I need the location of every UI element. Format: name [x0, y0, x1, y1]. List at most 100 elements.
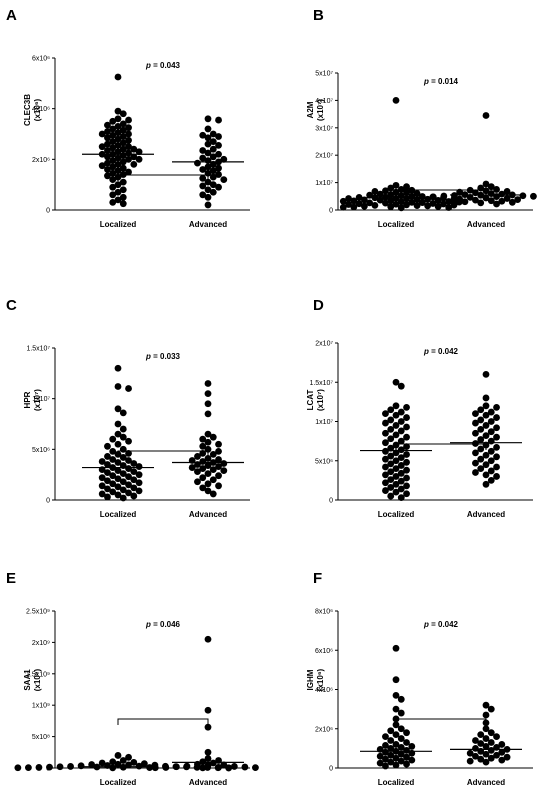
data-point [199, 154, 207, 162]
data-point [387, 444, 395, 452]
data-point [397, 709, 405, 717]
data-point [119, 110, 127, 118]
data-point [109, 138, 117, 146]
data-point [387, 184, 395, 192]
data-point [403, 189, 410, 197]
data-point [162, 764, 170, 771]
data-point [477, 445, 485, 453]
data-point [482, 394, 490, 402]
y-tick-label: 1x10⁷ [315, 180, 333, 187]
data-point [109, 125, 117, 133]
data-point [397, 462, 405, 469]
data-point [114, 405, 122, 413]
data-point [130, 460, 138, 467]
data-point [493, 200, 500, 208]
data-point [215, 440, 222, 448]
data-point [403, 201, 410, 209]
y-axis-title: A2M [306, 101, 315, 118]
data-point [387, 203, 395, 211]
data-point [204, 134, 212, 142]
data-point [477, 740, 485, 747]
data-point [366, 199, 374, 207]
data-point [114, 451, 122, 458]
data-point [125, 143, 132, 151]
data-point [382, 429, 389, 437]
data-point [114, 430, 122, 438]
data-point [199, 147, 207, 154]
panel-letter: F [313, 570, 322, 587]
data-point [498, 756, 506, 764]
data-point [482, 371, 490, 378]
data-point [151, 764, 159, 772]
data-point [519, 192, 527, 200]
data-point [114, 383, 122, 390]
data-point [482, 422, 490, 429]
data-point [434, 203, 442, 210]
data-point [472, 737, 479, 744]
data-point [387, 468, 395, 476]
data-point [199, 458, 207, 465]
data-point [392, 188, 400, 196]
data-point [119, 145, 127, 153]
y-tick-label: 0 [46, 498, 50, 505]
data-point [392, 181, 400, 189]
data-point [119, 178, 127, 186]
data-point [382, 439, 389, 447]
data-point [397, 427, 405, 435]
category-label: Advanced [189, 510, 227, 519]
data-point [514, 196, 522, 203]
data-point [204, 380, 212, 387]
data-point [397, 454, 405, 462]
data-point [487, 408, 495, 416]
data-point [487, 729, 495, 737]
data-point [382, 410, 389, 418]
data-point [493, 733, 500, 740]
data-point [445, 204, 453, 211]
data-point [199, 764, 207, 772]
data-point [392, 754, 400, 762]
data-point [440, 192, 448, 200]
data-point [403, 482, 410, 490]
y-tick-label: 5x10⁶ [315, 458, 333, 465]
data-point [119, 133, 127, 140]
data-point [98, 130, 106, 138]
panel-letter: E [6, 570, 16, 587]
significance-bracket [395, 718, 487, 725]
data-point [487, 739, 495, 746]
data-point [209, 181, 217, 189]
data-point [392, 402, 400, 410]
data-point [119, 164, 127, 172]
data-point [387, 758, 395, 766]
category-label: Advanced [189, 220, 227, 229]
data-point [387, 191, 395, 199]
data-point [397, 382, 405, 390]
data-point [472, 752, 479, 760]
data-point [397, 446, 405, 454]
data-point [125, 449, 132, 457]
data-point [493, 424, 500, 432]
data-point [482, 719, 490, 727]
data-point [392, 449, 400, 457]
y-tick-label: 5x10⁷ [315, 71, 333, 78]
data-point [135, 762, 143, 770]
y-axis-unit: (x10⁶) [33, 98, 42, 121]
data-point [387, 727, 395, 735]
data-point [220, 460, 228, 467]
data-point [204, 186, 212, 194]
y-axis-unit: (x10⁶) [316, 668, 325, 691]
data-point [204, 487, 212, 495]
data-point [119, 445, 127, 453]
data-point [215, 447, 222, 455]
data-point [382, 762, 389, 770]
data-point [493, 473, 500, 480]
data-point [98, 474, 106, 482]
data-point [114, 161, 122, 168]
data-point [403, 458, 410, 466]
y-tick-label: 6x10⁶ [32, 56, 50, 63]
y-axis-unit: (x10⁷) [33, 389, 42, 411]
data-point [119, 158, 127, 166]
data-point [104, 166, 111, 173]
data-point [482, 402, 490, 410]
data-point [135, 148, 143, 156]
data-point [125, 753, 132, 761]
